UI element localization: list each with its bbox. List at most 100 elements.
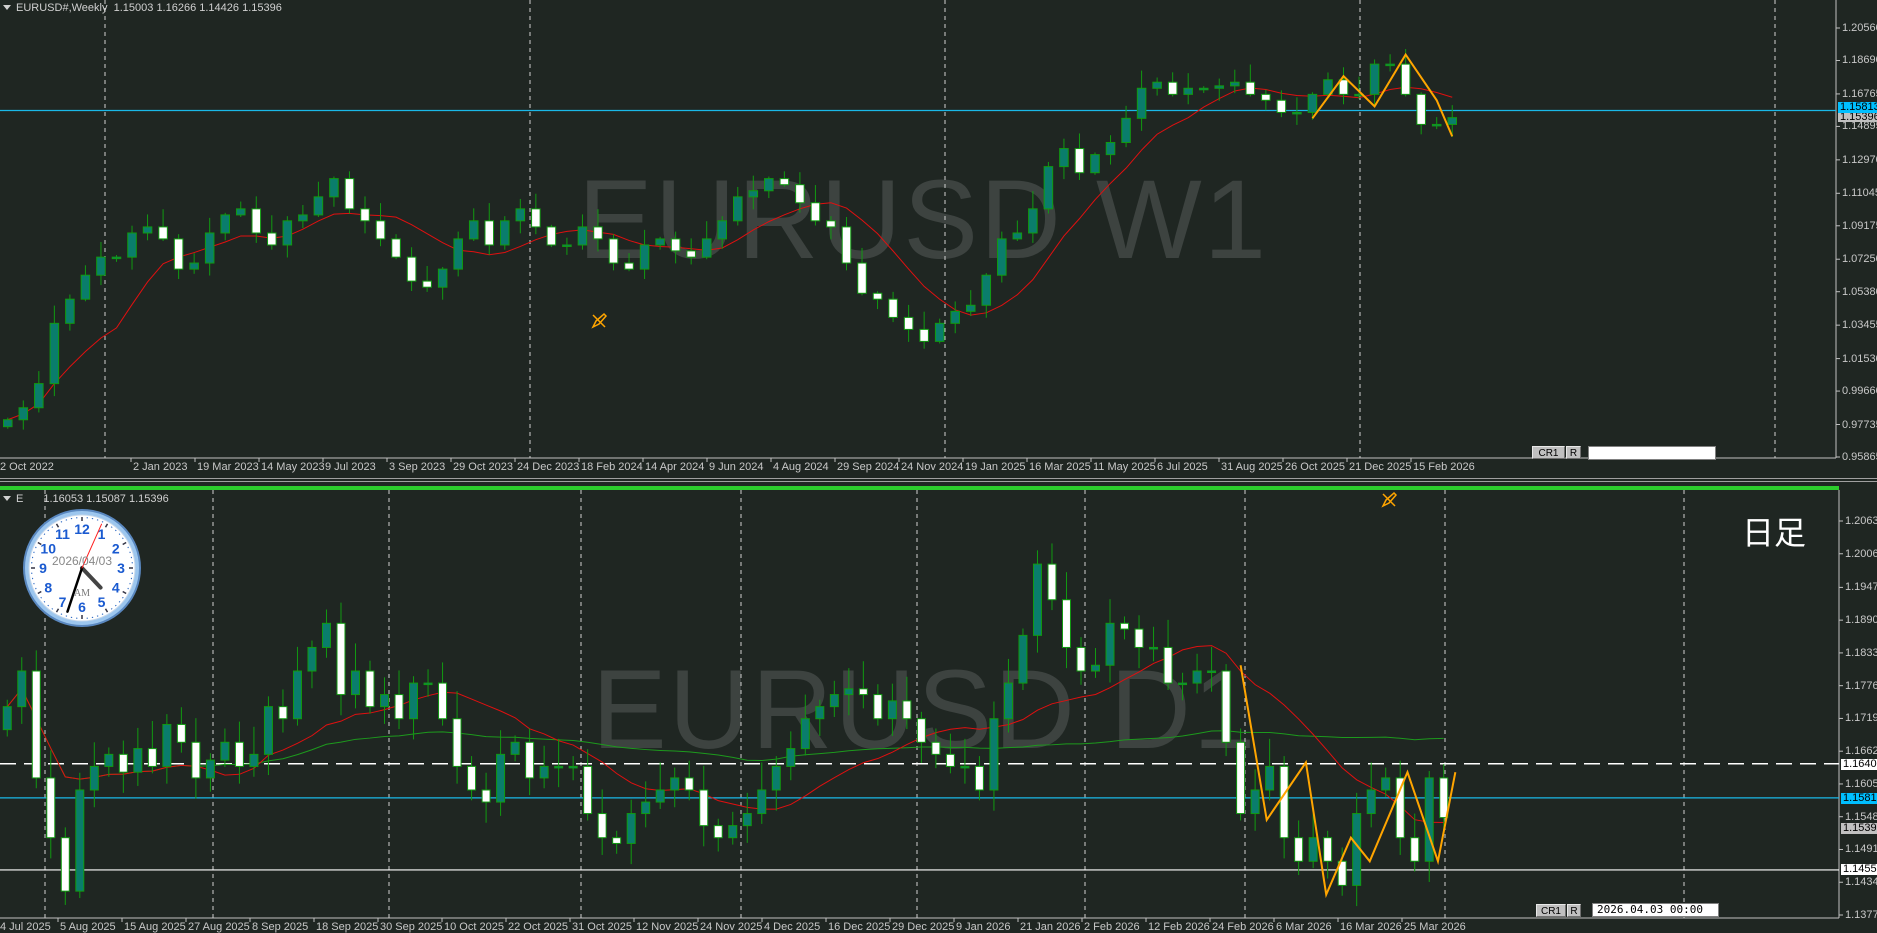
- r-button[interactable]: R: [1567, 904, 1581, 917]
- bullish-candle: [728, 825, 738, 839]
- bearish-candle: [1279, 765, 1289, 839]
- clock-tick: [43, 600, 46, 603]
- bearish-candle: [699, 789, 709, 827]
- bullish-candle: [1292, 111, 1302, 115]
- clock-numeral: 8: [44, 580, 52, 596]
- moving-average-green: [6, 687, 1444, 780]
- date-tick-label: 12 Nov 2025: [636, 921, 699, 933]
- solid-level-price-label: 1.14559: [1841, 863, 1877, 875]
- r-button[interactable]: R: [1566, 446, 1581, 459]
- zigzag-line: [1239, 665, 1457, 899]
- top-bid-price-label: 1.15813: [1838, 102, 1877, 113]
- clock-numeral: 4: [112, 580, 120, 596]
- bearish-candle: [1120, 622, 1130, 630]
- panel-splitter[interactable]: [0, 478, 1877, 482]
- bearish-candle: [46, 777, 56, 839]
- bearish-candle: [931, 741, 941, 755]
- bearish-candle: [452, 718, 462, 767]
- clock-tick: [37, 590, 42, 595]
- date-tick-label: 30 Sep 2025: [380, 921, 443, 933]
- bullish-candle: [205, 759, 215, 779]
- bullish-candle: [981, 274, 992, 306]
- date-tick-label: 22 Oct 2025: [508, 921, 568, 933]
- bearish-candle: [841, 226, 852, 264]
- date-tick-label: 9 Jan 2026: [956, 921, 1011, 933]
- bottom-watermark: EURUSD D1: [592, 647, 1258, 772]
- date-tick-label: 4 Dec 2025: [764, 921, 821, 933]
- date-tick-label: 19 Mar 2023: [197, 461, 259, 473]
- clock-numeral: 10: [40, 541, 56, 557]
- bearish-candle: [278, 706, 288, 720]
- bullish-candle: [554, 765, 564, 769]
- bullish-candle: [641, 801, 651, 815]
- bearish-candle: [191, 741, 201, 779]
- moving-average-red: [7, 86, 1453, 421]
- bearish-candle: [173, 238, 184, 270]
- date-tick-label: 29 Oct 2023: [453, 461, 513, 473]
- bearish-candle: [857, 262, 867, 294]
- top-last-price-label: 1.15396: [1838, 113, 1877, 122]
- date-tick-label: 14 Apr 2024: [645, 461, 705, 473]
- date-tick-label: 9 Jun 2024: [709, 461, 764, 473]
- bullish-candle: [49, 322, 60, 385]
- bearish-candle: [1074, 148, 1085, 174]
- bearish-candle: [31, 670, 41, 779]
- moving-average-red: [6, 645, 1444, 824]
- clock-tick: [37, 541, 42, 546]
- bullish-candle: [127, 232, 137, 258]
- bullish-candle: [263, 706, 273, 755]
- bullish-candle: [282, 220, 293, 246]
- bullish-candle: [1178, 682, 1188, 686]
- bearish-candle: [713, 825, 723, 839]
- bearish-candle: [1167, 81, 1178, 95]
- bullish-candle: [701, 238, 712, 258]
- date-tick-label: 8 Sep 2025: [252, 921, 309, 933]
- bearish-candle: [810, 202, 821, 222]
- bullish-candle: [950, 310, 960, 324]
- bearish-candle: [467, 765, 477, 791]
- date-tick-label: 6 Mar 2026: [1276, 921, 1332, 933]
- drawing-pencil-icon: [591, 312, 608, 329]
- chart-menu-triangle-icon[interactable]: [3, 5, 11, 10]
- cr1-button[interactable]: CR1: [1532, 446, 1565, 459]
- bullish-candle: [1149, 646, 1159, 650]
- bearish-candle: [251, 208, 262, 234]
- bearish-candle: [360, 208, 370, 222]
- bearish-candle: [903, 316, 914, 330]
- bullish-candle: [626, 813, 636, 844]
- clock-tick: [122, 596, 124, 599]
- bullish-candle: [204, 232, 215, 264]
- bullish-candle: [1012, 232, 1023, 240]
- date-tick-label: 25 Mar 2026: [1404, 921, 1466, 933]
- bullish-candle: [75, 789, 85, 892]
- bullish-candle: [380, 694, 390, 708]
- bullish-candle: [757, 789, 767, 815]
- weekly-chart[interactable]: [0, 0, 1877, 480]
- bullish-candle: [1003, 682, 1013, 720]
- bullish-candle: [960, 765, 970, 769]
- bottom-time-input[interactable]: 2026.04.03 00:00: [1592, 903, 1719, 917]
- price-tick-label: 1.16055: [1845, 777, 1877, 790]
- cr1-button[interactable]: CR1: [1536, 904, 1566, 917]
- bearish-candle: [422, 280, 432, 288]
- clock-tick: [55, 523, 60, 528]
- clock-tick: [122, 541, 127, 546]
- bearish-candle: [684, 777, 694, 791]
- bullish-candle: [313, 196, 324, 216]
- bearish-candle: [1245, 81, 1256, 95]
- bullish-candle: [1230, 81, 1240, 87]
- bearish-candle: [336, 622, 346, 696]
- bullish-candle: [539, 765, 549, 779]
- bullish-candle: [1369, 63, 1380, 95]
- bullish-candle: [89, 765, 99, 791]
- bearish-candle: [267, 232, 277, 246]
- clock-tick: [114, 529, 117, 532]
- bearish-candle: [916, 718, 926, 743]
- top-time-input[interactable]: [1588, 446, 1716, 460]
- date-tick-label: 2 Jan 2023: [133, 461, 188, 473]
- date-tick-label: 24 Dec 2023: [517, 461, 580, 473]
- analog-clock-widget[interactable]: 12 1 2 3 4 5 6 7 8 9 10 11 2026/04/03 AM: [22, 508, 142, 628]
- bearish-candle: [1323, 837, 1333, 862]
- chart-menu-triangle-icon[interactable]: [3, 496, 11, 501]
